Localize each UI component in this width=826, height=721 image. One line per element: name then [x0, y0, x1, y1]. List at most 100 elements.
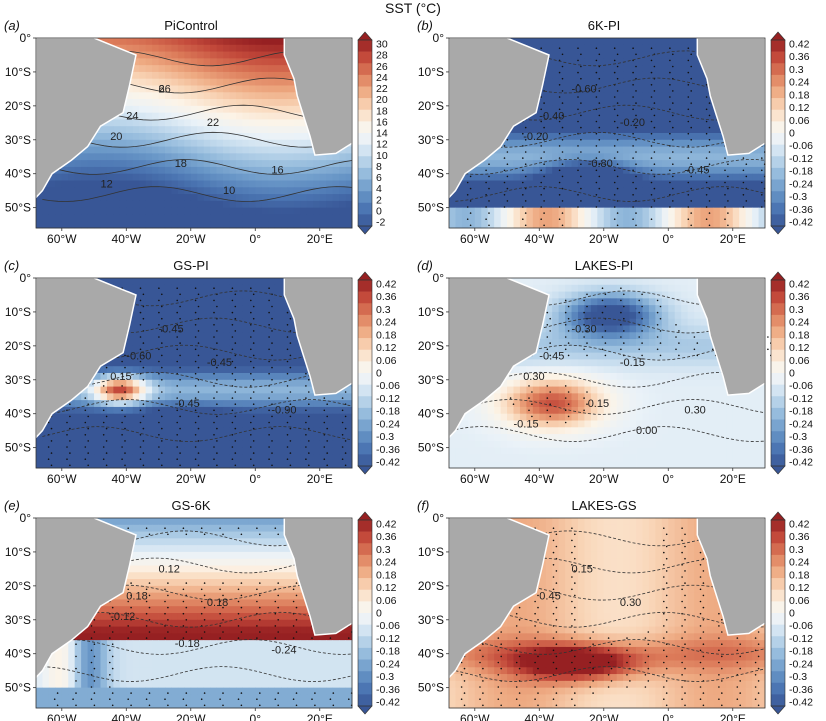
- field-cell: [313, 207, 321, 215]
- field-cell: [81, 200, 88, 209]
- field-cell: [216, 71, 224, 80]
- field-cell: [681, 99, 689, 107]
- field-cell: [210, 305, 217, 313]
- stipple-dot: [577, 181, 579, 184]
- field-cell: [326, 166, 334, 175]
- field-cell: [229, 194, 237, 202]
- field-cell: [661, 38, 669, 46]
- field-cell: [216, 105, 224, 114]
- field-cell: [203, 332, 211, 340]
- stipple-dot: [268, 324, 270, 326]
- field-cell: [210, 166, 217, 175]
- field-cell: [94, 447, 101, 455]
- field-cell: [139, 207, 147, 215]
- field-cell: [55, 166, 63, 175]
- field-cell: [197, 221, 205, 229]
- field-cell: [229, 207, 237, 215]
- stipple-dot: [271, 342, 273, 344]
- field-cell: [177, 373, 185, 381]
- field-cell: [61, 221, 69, 229]
- field-cell: [577, 51, 585, 59]
- field-cell: [158, 413, 166, 421]
- field-cell: [229, 180, 237, 188]
- field-cell: [171, 119, 179, 127]
- field-cell: [210, 133, 217, 141]
- field-cell: [248, 153, 256, 161]
- stipple-dot: [139, 287, 142, 289]
- x-tick-label: 60°W: [47, 232, 77, 246]
- field-cell: [287, 207, 295, 215]
- stipple-dot: [690, 163, 692, 165]
- stipple-dot: [216, 354, 218, 357]
- field-cell: [36, 440, 43, 449]
- stipple-dot: [506, 139, 509, 141]
- field-cell: [584, 112, 592, 120]
- field-cell: [306, 379, 314, 387]
- field-cell: [565, 112, 572, 120]
- field-cell: [519, 38, 527, 46]
- field-cell: [597, 139, 605, 147]
- field-cell: [139, 393, 147, 401]
- stipple-dot: [635, 65, 637, 68]
- field-cell: [42, 221, 50, 229]
- stipple-dot: [176, 360, 178, 363]
- field-cell: [145, 166, 153, 175]
- field-cell: [455, 221, 463, 229]
- field-cell: [210, 99, 217, 107]
- stipple-dot: [724, 206, 726, 208]
- field-cell: [216, 180, 224, 188]
- field-cell: [235, 461, 243, 469]
- stipple-dot: [252, 293, 255, 296]
- field-cell: [119, 214, 127, 222]
- field-cell: [152, 207, 159, 215]
- field-cell: [48, 221, 56, 229]
- field-cell: [313, 166, 321, 175]
- field-cell: [152, 105, 159, 114]
- field-cell: [345, 440, 353, 449]
- field-cell: [242, 200, 250, 209]
- contour-line: [455, 132, 766, 148]
- field-cell: [248, 305, 256, 313]
- stipple-dot: [672, 187, 674, 190]
- field-cell: [261, 434, 269, 442]
- field-cell: [197, 126, 205, 134]
- field-cell: [164, 133, 172, 141]
- field-cell: [590, 71, 598, 80]
- field-cell: [164, 207, 172, 215]
- field-cell: [694, 85, 701, 93]
- field-cell: [190, 160, 198, 168]
- field-cell: [255, 291, 263, 299]
- field-cell: [545, 166, 553, 175]
- stipple-dot: [616, 151, 619, 153]
- field-cell: [642, 71, 650, 80]
- field-cell: [455, 200, 463, 209]
- field-cell: [235, 339, 243, 347]
- field-cell: [300, 119, 308, 127]
- field-cell: [171, 311, 179, 320]
- colorbar-segment: [771, 167, 785, 180]
- field-cell: [190, 51, 198, 59]
- field-cell: [242, 400, 250, 408]
- field-cell: [552, 194, 560, 202]
- field-cell: [229, 160, 237, 168]
- field-cell: [113, 434, 121, 442]
- field-cell: [713, 221, 721, 229]
- field-cell: [629, 139, 637, 147]
- field-cell: [68, 454, 76, 462]
- field-cell: [597, 92, 605, 100]
- field-cell: [235, 325, 243, 333]
- field-cell: [255, 386, 263, 394]
- field-cell: [674, 38, 682, 46]
- field-cell: [229, 434, 237, 442]
- field-cell: [81, 400, 88, 408]
- field-cell: [190, 373, 198, 381]
- field-cell: [74, 180, 82, 188]
- field-cell: [577, 44, 585, 52]
- field-cell: [268, 187, 276, 195]
- field-cell: [171, 332, 179, 340]
- field-cell: [487, 187, 495, 195]
- field-cell: [74, 153, 82, 161]
- field-cell: [177, 126, 185, 134]
- figure-title: SST (°C): [385, 0, 441, 16]
- field-cell: [223, 406, 230, 415]
